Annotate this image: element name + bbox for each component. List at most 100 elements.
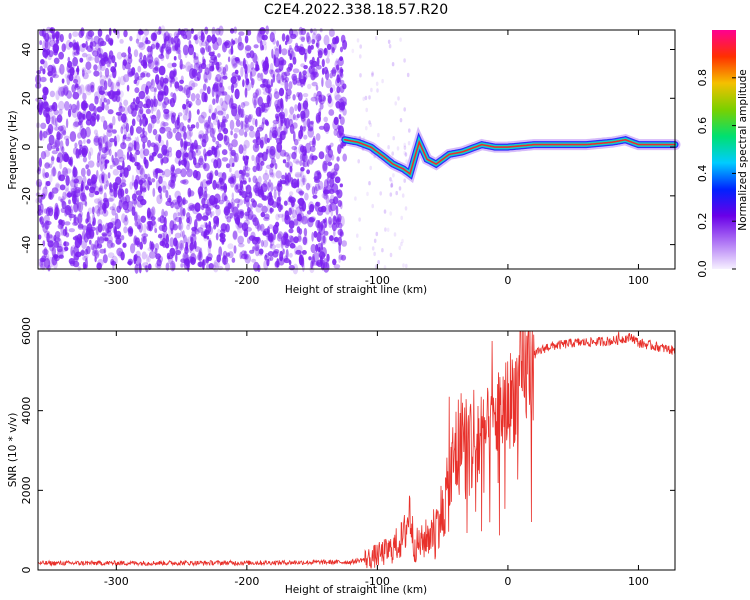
spectrogram-cell (315, 219, 320, 229)
spectrogram-cell (235, 106, 240, 116)
spectrogram-cell (374, 35, 378, 41)
spectrogram-x-axis: -300 -200 -100 0 100 (104, 30, 649, 287)
spectrogram-cell (269, 130, 272, 141)
spectrogram-cell (259, 40, 263, 51)
spectrogram-cell (188, 202, 195, 210)
spectrogram-cell (39, 203, 44, 214)
spectrogram-cell (74, 142, 78, 149)
spectrogram-cell (281, 213, 285, 223)
spectrogram-cell (260, 136, 264, 148)
spectrogram-cell (292, 113, 296, 121)
spectrogram-cell (77, 213, 83, 225)
spectrogram-cell (338, 242, 342, 254)
spectrogram-cell (154, 243, 159, 251)
spectrogram-cell (257, 251, 263, 257)
spectrogram-cell (89, 229, 95, 238)
spectrogram-cell (73, 202, 79, 213)
spectrogram-cell (285, 249, 289, 259)
spectrogram-cell (315, 94, 319, 106)
spectrogram-cell (146, 72, 151, 78)
spectrogram-cell (174, 81, 180, 89)
spectrogram-cell (254, 246, 260, 257)
spectrogram-cell (334, 176, 341, 184)
spectrogram-cell (160, 46, 164, 57)
spectrogram-cell (97, 64, 102, 72)
spectrogram-cell (66, 90, 72, 99)
spectrogram-cell (245, 184, 252, 195)
spectrogram-cell (371, 203, 375, 209)
spectrogram-cell (147, 45, 150, 52)
spectrogram-cell (210, 211, 213, 218)
spectrogram-cell (302, 145, 307, 157)
spectrogram-cell (293, 131, 296, 142)
spectrogram-cell (222, 42, 227, 53)
colorbar-tick-label: 0.2 (696, 212, 709, 230)
spectrogram-cell (164, 30, 170, 39)
spectrogram-cell (242, 177, 247, 183)
spectrogram-cell (212, 98, 216, 105)
spectrogram-cell (155, 61, 160, 67)
spectrogram-cell (149, 152, 155, 158)
spectrogram-cell (188, 40, 192, 47)
spectrogram-cell (273, 229, 276, 241)
spectrogram-cell (224, 64, 229, 72)
spectrogram-cell (215, 207, 221, 217)
spectrogram-cell (267, 87, 271, 94)
spectrogram-cell (155, 134, 162, 142)
spectrogram-cell (185, 29, 192, 41)
spectrogram-cell (84, 201, 88, 207)
spectrogram-cell (269, 191, 272, 198)
spectrogram-cell (205, 44, 208, 51)
spectrogram-cell (147, 180, 150, 191)
spectrogram-cell (103, 97, 107, 103)
spectrogram-cell (94, 190, 100, 196)
spectrogram-cell (336, 189, 343, 199)
spectrogram-cell (149, 240, 152, 250)
spectrogram-cell (177, 38, 181, 48)
spectrogram-cell (78, 149, 85, 158)
spectrogram-cell (301, 169, 304, 178)
spectrogram-cell (389, 211, 393, 216)
spectrogram-cell (272, 73, 276, 83)
spectrogram-cell (107, 109, 114, 115)
spectrogram-cell (104, 159, 108, 170)
spectrogram-cell (294, 114, 299, 121)
spectrogram-cell (289, 53, 293, 61)
spectrogram-cell (106, 230, 112, 237)
spectrogram-cell (68, 199, 71, 205)
spectrogram-y-tick-label: 20 (20, 91, 33, 105)
spectrogram-cell (237, 198, 244, 206)
spectrogram-cell (359, 73, 362, 78)
spectrogram-cell (260, 72, 264, 81)
spectrogram-cell (103, 80, 108, 91)
spectrogram-cell (82, 175, 87, 184)
spectrogram-cell (41, 221, 45, 228)
spectrogram-cell (140, 215, 146, 223)
spectrogram-cell (104, 222, 110, 234)
spectrogram-cell (309, 203, 315, 213)
spectrogram-x-tick-label: 0 (504, 274, 511, 287)
spectrogram-cell (269, 31, 275, 43)
spectrogram-cell (87, 56, 95, 61)
spectrogram-cell (187, 187, 192, 198)
spectrogram-cell (106, 98, 111, 105)
spectrogram-cell (35, 178, 43, 188)
spectrogram-cell (208, 104, 213, 114)
spectrogram-cell (280, 103, 284, 112)
spectrogram-cell (148, 59, 155, 70)
spectrogram-cell (228, 97, 234, 109)
spectrogram-cell (257, 264, 261, 273)
spectrogram-cell (262, 240, 269, 248)
spectrogram-cell (175, 252, 178, 262)
spectrogram-cell (158, 176, 163, 184)
spectrogram-cell (327, 161, 333, 167)
spectrogram-cell (60, 85, 66, 96)
spectrogram-cell (292, 79, 298, 85)
spectrogram-cell (102, 236, 107, 242)
spectrogram-cell (52, 74, 59, 79)
spectrogram-cell (339, 183, 343, 188)
spectrogram-cell (280, 130, 287, 136)
spectrogram-cell (180, 138, 184, 148)
spectrogram-cell (270, 182, 274, 192)
